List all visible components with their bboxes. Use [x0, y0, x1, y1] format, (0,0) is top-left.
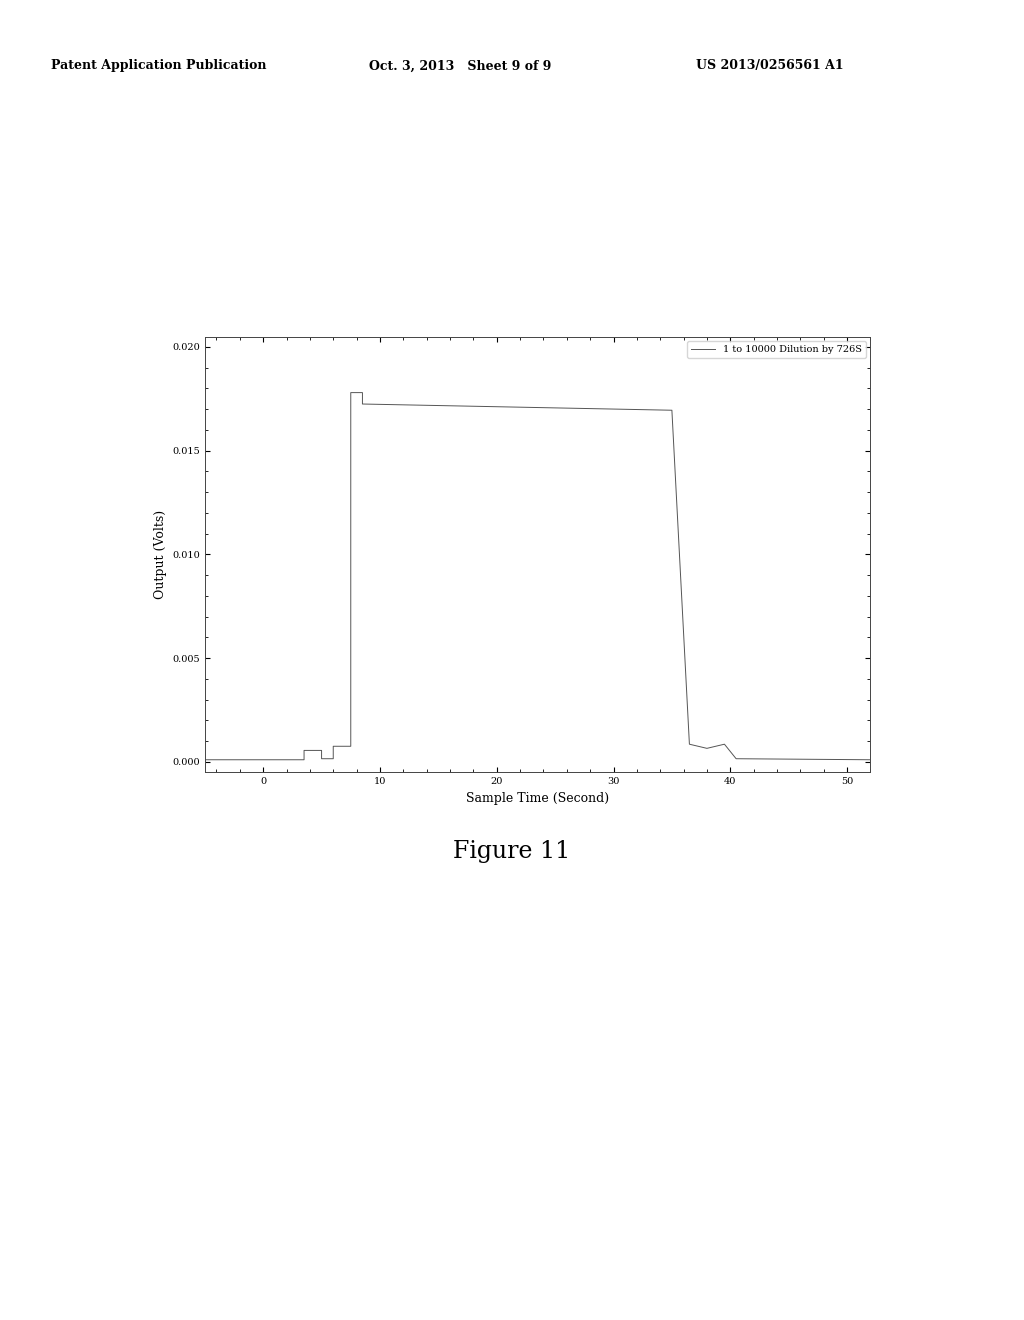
- 1 to 10000 Dilution by 726S: [298, 742, 310, 758]
- 1 to 10000 Dilution by 726S: [683, 737, 695, 752]
- Y-axis label: Output (Volts): Output (Volts): [154, 510, 167, 599]
- 1 to 10000 Dilution by 726S: [666, 403, 678, 418]
- Text: Oct. 3, 2013   Sheet 9 of 9: Oct. 3, 2013 Sheet 9 of 9: [369, 59, 551, 73]
- 1 to 10000 Dilution by 726S: [864, 752, 877, 768]
- 1 to 10000 Dilution by 726S: [356, 384, 369, 400]
- 1 to 10000 Dilution by 726S: [315, 742, 328, 758]
- 1 to 10000 Dilution by 726S: [730, 751, 742, 767]
- Line: 1 to 10000 Dilution by 726S: 1 to 10000 Dilution by 726S: [205, 392, 870, 760]
- 1 to 10000 Dilution by 726S: [700, 741, 713, 756]
- 1 to 10000 Dilution by 726S: [666, 403, 678, 418]
- 1 to 10000 Dilution by 726S: [199, 752, 211, 768]
- 1 to 10000 Dilution by 726S: [683, 737, 695, 752]
- 1 to 10000 Dilution by 726S: [298, 752, 310, 768]
- 1 to 10000 Dilution by 726S: [345, 384, 357, 400]
- 1 to 10000 Dilution by 726S: [315, 751, 328, 767]
- 1 to 10000 Dilution by 726S: [730, 751, 742, 767]
- Text: Patent Application Publication: Patent Application Publication: [51, 59, 266, 73]
- Text: Figure 11: Figure 11: [454, 840, 570, 863]
- 1 to 10000 Dilution by 726S: [718, 737, 730, 752]
- Text: US 2013/0256561 A1: US 2013/0256561 A1: [696, 59, 844, 73]
- X-axis label: Sample Time (Second): Sample Time (Second): [466, 792, 609, 805]
- 1 to 10000 Dilution by 726S: [345, 738, 357, 754]
- 1 to 10000 Dilution by 726S: [327, 751, 339, 767]
- 1 to 10000 Dilution by 726S: [327, 738, 339, 754]
- 1 to 10000 Dilution by 726S: [700, 741, 713, 756]
- 1 to 10000 Dilution by 726S: [356, 396, 369, 412]
- 1 to 10000 Dilution by 726S: [718, 737, 730, 752]
- Legend: 1 to 10000 Dilution by 726S: 1 to 10000 Dilution by 726S: [687, 342, 865, 358]
